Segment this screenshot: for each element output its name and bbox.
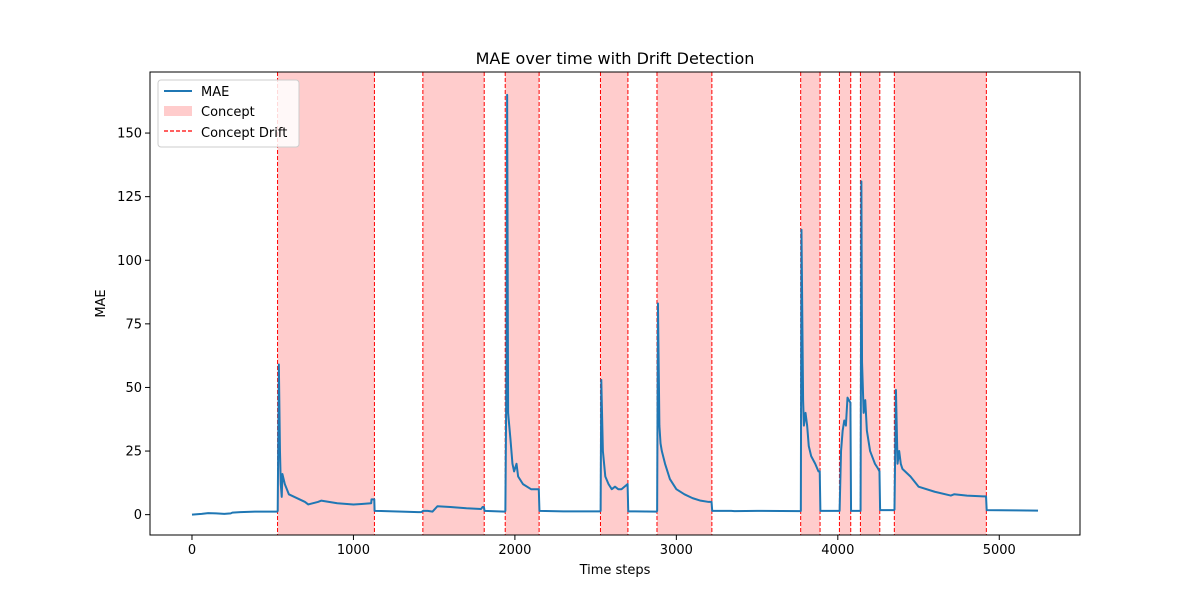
legend: MAE Concept Concept Drift xyxy=(157,79,300,148)
y-tick-label-3: 75 xyxy=(125,317,142,332)
x-axis-ticks: 0 1000 2000 3000 4000 5000 xyxy=(188,535,1016,558)
series-line-0 xyxy=(191,93,1039,516)
y-tick-label-2: 50 xyxy=(125,381,142,396)
concept-region-1 xyxy=(422,72,485,535)
concept-region-5 xyxy=(800,72,821,535)
y-tick-label-1: 25 xyxy=(125,445,142,460)
legend-mae-label: MAE xyxy=(201,85,229,100)
concept-region-7 xyxy=(860,72,880,535)
x-axis-title: Time steps xyxy=(579,563,651,578)
y-tick-label-0: 0 xyxy=(134,508,142,523)
concept-regions xyxy=(277,72,987,535)
legend-concept-swatch xyxy=(164,106,192,116)
legend-box xyxy=(157,79,300,148)
concept-region-2 xyxy=(505,72,540,535)
plot-frame xyxy=(149,71,1081,536)
chart-title: MAE over time with Drift Detection xyxy=(476,49,755,68)
concept-region-8 xyxy=(894,72,987,535)
y-axis-title: MAE xyxy=(94,289,109,317)
x-tick-label-3: 3000 xyxy=(660,543,693,558)
legend-concept-label: Concept xyxy=(201,105,255,120)
x-tick-label-1: 1000 xyxy=(337,543,370,558)
mae-series xyxy=(191,93,1039,516)
x-tick-label-4: 4000 xyxy=(821,543,854,558)
concept-region-0 xyxy=(277,72,375,535)
concept-region-4 xyxy=(656,72,712,535)
concept-region-3 xyxy=(600,72,628,535)
y-tick-label-5: 125 xyxy=(117,190,142,205)
x-tick-label-2: 2000 xyxy=(498,543,531,558)
concept-region-6 xyxy=(839,72,851,535)
y-axis-ticks: 0 25 50 75 100 125 150 xyxy=(117,127,150,523)
y-tick-label-4: 100 xyxy=(117,254,142,269)
y-tick-label-6: 150 xyxy=(117,127,142,142)
x-tick-label-0: 0 xyxy=(188,543,196,558)
legend-drift-label: Concept Drift xyxy=(201,126,287,141)
x-tick-label-5: 5000 xyxy=(983,543,1016,558)
